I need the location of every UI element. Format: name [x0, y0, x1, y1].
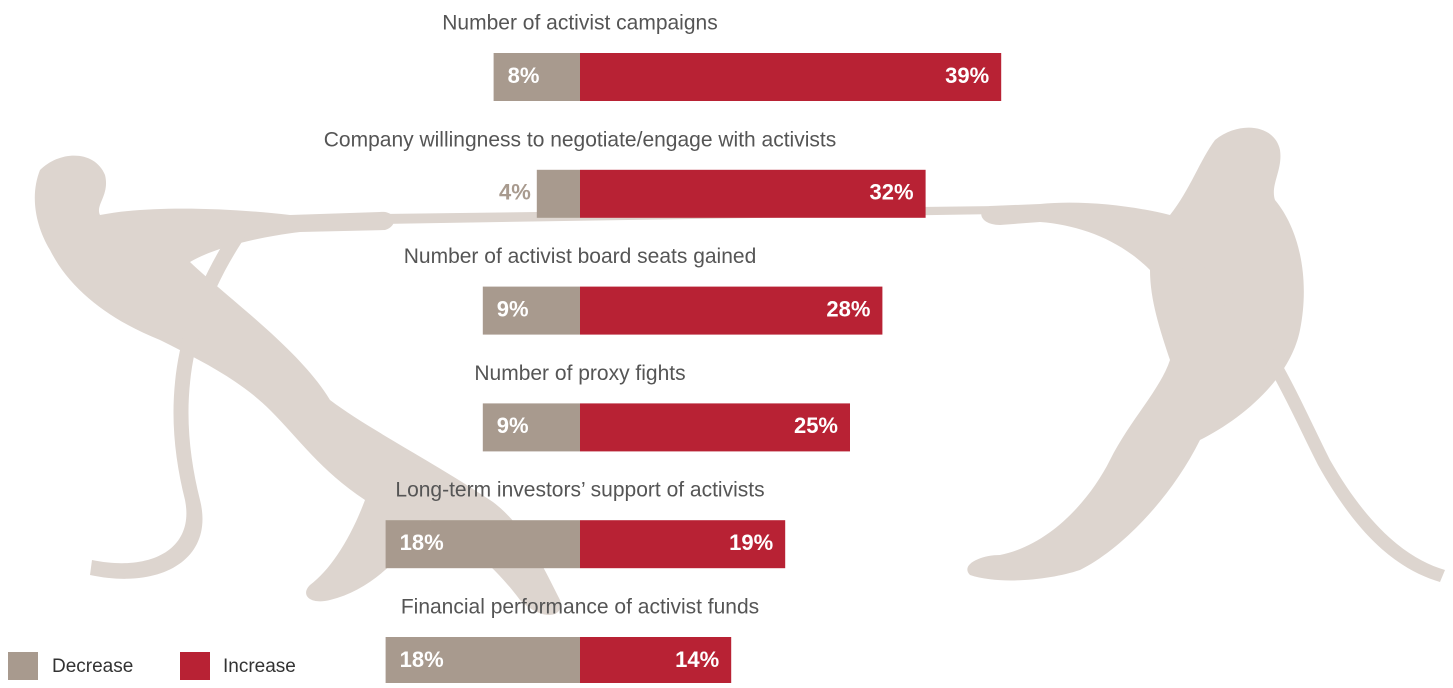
category-label: Number of activist board seats gained	[404, 245, 757, 268]
bar-decrease	[536, 169, 580, 218]
value-label: 9%	[497, 296, 529, 321]
bar-increase	[580, 169, 926, 218]
legend: Decrease Increase	[8, 652, 296, 680]
bar-decrease	[493, 53, 580, 101]
category-label: Long-term investors’ support of activist…	[395, 479, 764, 502]
category-label: Financial performance of activist funds	[401, 596, 759, 619]
bar-decrease	[482, 286, 580, 335]
category-label: Company willingness to negotiate/engage …	[324, 128, 836, 151]
bars: Number of activist campaigns 8% 39% Company…	[324, 12, 1002, 685]
bar-increase	[580, 403, 850, 452]
left-figure	[34, 155, 561, 615]
legend-swatch	[8, 652, 38, 680]
bar-decrease	[482, 403, 580, 452]
value-label: 32%	[870, 180, 914, 205]
value-label: 18%	[400, 530, 444, 555]
bar-increase	[580, 286, 883, 335]
legend-swatch	[180, 652, 210, 680]
bar-increase	[580, 53, 1002, 101]
right-figure	[967, 127, 1304, 581]
category-label: Number of activist campaigns	[442, 12, 717, 35]
value-label: 14%	[675, 647, 719, 672]
right-rope	[1172, 250, 1445, 582]
value-label: 8%	[508, 63, 540, 88]
value-label: 18%	[400, 647, 444, 672]
bar-decrease	[385, 637, 580, 685]
value-label: 19%	[729, 530, 773, 555]
value-label: 25%	[794, 413, 838, 438]
legend-label: Increase	[223, 656, 296, 677]
category-label: Number of proxy fights	[474, 362, 685, 385]
value-label: 9%	[497, 413, 529, 438]
value-label: 28%	[826, 296, 870, 321]
value-label: 4%	[499, 180, 531, 205]
bar-increase	[580, 520, 786, 569]
bar-increase	[580, 637, 732, 685]
legend-label: Decrease	[52, 656, 133, 677]
value-label: 39%	[945, 63, 989, 88]
bar-decrease	[385, 520, 580, 569]
